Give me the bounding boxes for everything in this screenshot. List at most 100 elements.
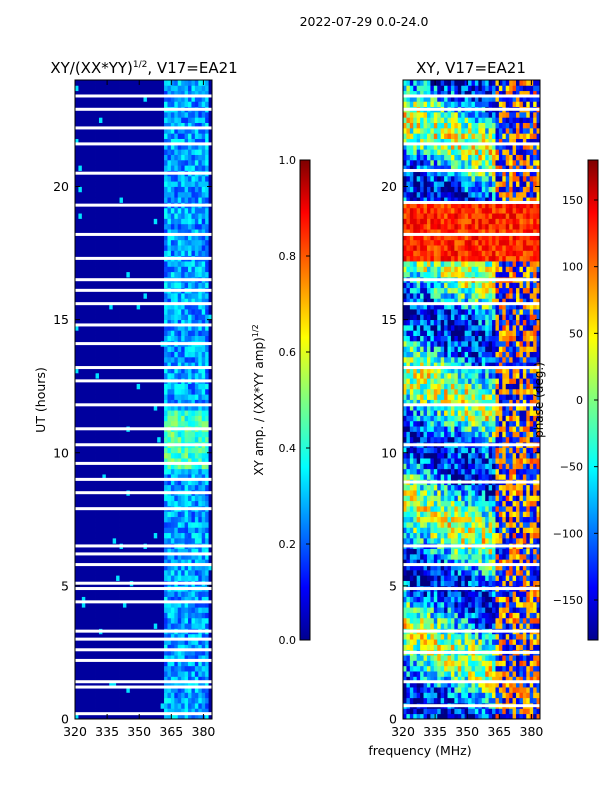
heatmap-cell xyxy=(88,266,93,273)
heatmap-cell xyxy=(98,394,103,400)
heatmap-cell xyxy=(164,644,168,651)
heatmap-cell xyxy=(133,191,138,198)
heatmap-cell xyxy=(157,154,162,161)
heatmap-cell xyxy=(150,676,155,683)
heatmap-cell xyxy=(136,245,141,251)
heatmap-cell xyxy=(177,474,182,480)
heatmap-cell xyxy=(157,207,162,214)
heatmap-cell xyxy=(485,713,490,720)
heatmap-cell xyxy=(201,218,206,225)
heatmap-cell xyxy=(78,410,83,416)
heatmap-cell xyxy=(174,612,179,619)
heatmap-cell xyxy=(95,527,100,534)
heatmap-cell xyxy=(109,282,114,289)
heatmap-cell xyxy=(85,660,90,667)
heatmap-cell xyxy=(188,479,192,486)
heatmap-cell xyxy=(198,436,203,443)
heatmap-cell xyxy=(177,687,182,693)
heatmap-cell xyxy=(153,612,158,619)
heatmap-cell xyxy=(157,319,162,326)
heatmap-cell xyxy=(126,665,131,672)
heatmap-cell xyxy=(150,303,155,310)
heatmap-cell xyxy=(205,367,209,374)
heatmap-cell xyxy=(136,133,141,139)
heatmap-cell xyxy=(126,143,131,150)
heatmap-cell xyxy=(92,330,96,336)
heatmap-cell xyxy=(85,607,90,613)
heatmap-cell xyxy=(129,564,134,571)
heatmap-cell xyxy=(201,463,206,470)
heatmap-cell xyxy=(129,527,134,534)
heatmap-cell xyxy=(205,463,209,470)
heatmap-cell xyxy=(129,181,134,187)
heatmap-cell xyxy=(188,516,192,523)
amp-colorbar-gradient xyxy=(299,159,311,641)
heatmap-cell xyxy=(191,282,196,289)
heatmap-cell xyxy=(129,394,134,400)
heatmap-cell xyxy=(153,564,158,571)
heatmap-cell xyxy=(95,607,100,613)
heatmap-cell xyxy=(146,511,151,518)
heatmap-cell xyxy=(105,314,110,321)
heatmap-cell xyxy=(85,553,90,560)
heatmap-cell xyxy=(191,372,196,379)
heatmap-cell xyxy=(75,569,79,576)
heatmap-cell xyxy=(126,175,131,182)
heatmap-cell xyxy=(184,362,189,368)
heatmap-cell xyxy=(167,218,172,225)
heatmap-cell xyxy=(98,117,103,123)
heatmap-cell xyxy=(129,293,134,299)
heatmap-cell xyxy=(85,159,90,166)
heatmap-cell xyxy=(126,149,131,155)
heatmap-cell xyxy=(122,420,127,427)
heatmap-cell xyxy=(119,133,124,139)
heatmap-cell xyxy=(174,298,179,305)
heatmap-cell xyxy=(122,351,127,358)
heatmap-cell xyxy=(146,154,151,161)
heatmap-cell xyxy=(116,681,120,688)
heatmap-cell xyxy=(146,601,151,608)
heatmap-cell xyxy=(116,165,120,171)
heatmap-cell xyxy=(164,138,168,145)
heatmap-cell xyxy=(153,431,158,438)
heatmap-cell xyxy=(92,447,96,454)
heatmap-cell xyxy=(136,468,141,475)
heatmap-cell xyxy=(81,362,86,368)
heatmap-cell xyxy=(170,138,175,145)
heatmap-cell xyxy=(208,229,213,235)
heatmap-cell xyxy=(119,90,124,97)
heatmap-cell xyxy=(136,271,141,278)
heatmap-cell xyxy=(167,468,172,475)
heatmap-cell xyxy=(160,186,165,193)
heatmap-cell xyxy=(167,649,172,656)
heatmap-cell xyxy=(81,207,86,214)
heatmap-cell xyxy=(136,143,141,150)
heatmap-cell xyxy=(198,516,203,523)
heatmap-cell xyxy=(150,708,155,715)
heatmap-cell xyxy=(205,511,209,518)
heatmap-cell xyxy=(150,537,155,544)
heatmap-cell xyxy=(208,692,213,699)
heatmap-cell xyxy=(208,356,213,363)
heatmap-cell xyxy=(95,324,100,331)
heatmap-cell xyxy=(194,319,199,326)
heatmap-cell xyxy=(88,660,93,667)
heatmap-cell xyxy=(126,197,131,203)
heatmap-cell xyxy=(75,234,79,241)
heatmap-cell xyxy=(140,197,144,203)
heatmap-cell xyxy=(177,548,182,555)
heatmap-cell xyxy=(102,165,107,171)
heatmap-cell xyxy=(136,548,141,555)
heatmap-cell xyxy=(150,213,155,219)
heatmap-cell xyxy=(184,122,189,129)
heatmap-cell xyxy=(109,553,114,560)
heatmap-cell xyxy=(194,308,199,315)
heatmap-cell xyxy=(177,697,182,704)
heatmap-cell xyxy=(167,516,172,523)
heatmap-cell xyxy=(143,521,148,528)
heatmap-cell xyxy=(177,447,182,454)
heatmap-cell xyxy=(160,111,165,118)
heatmap-cell xyxy=(198,298,203,305)
heatmap-cell xyxy=(181,133,185,139)
